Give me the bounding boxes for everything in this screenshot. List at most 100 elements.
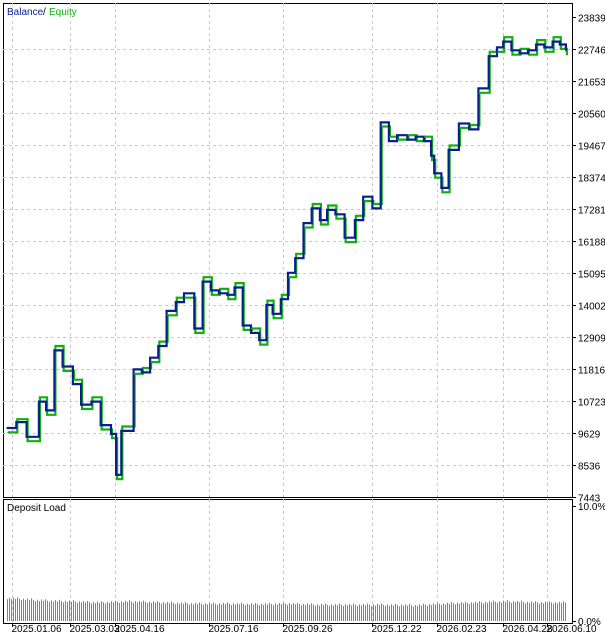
- deposit-load-bar: [243, 603, 244, 621]
- deposit-load-bar: [231, 605, 232, 621]
- equity-point: [355, 214, 357, 217]
- x-tick-label: 2025.09.26: [283, 624, 333, 634]
- deposit-load-bar: [89, 602, 90, 621]
- balance-point: [414, 135, 417, 138]
- deposit-load-bar: [437, 602, 438, 621]
- y-tick-label: 14002: [578, 302, 605, 313]
- deposit-load-bar: [379, 605, 380, 621]
- deposit-load-bar: [257, 604, 258, 621]
- deposit-load-bar: [215, 603, 216, 621]
- deposit-load-bar: [443, 603, 444, 621]
- deposit-load-bar: [351, 605, 352, 621]
- equity-point: [544, 51, 547, 53]
- equity-point: [389, 135, 391, 138]
- deposit-load-bar: [409, 604, 410, 621]
- deposit-load-bar: [441, 605, 442, 621]
- deposit-load-bar: [527, 601, 528, 621]
- equity-point: [407, 134, 410, 137]
- deposit-load-bar: [525, 603, 526, 621]
- deposit-load-bar: [113, 602, 114, 621]
- deposit-load-bar: [299, 604, 300, 621]
- deposit-load-bar: [245, 605, 246, 621]
- equity-point: [281, 293, 283, 296]
- deposit-load-bar: [465, 601, 466, 621]
- deposit-load-bar: [269, 602, 270, 621]
- deposit-load-bar: [533, 602, 534, 621]
- balance-point: [218, 292, 220, 295]
- deposit-load-bar: [455, 604, 456, 621]
- y-tick-label: 18374: [578, 174, 605, 185]
- equity-point: [227, 298, 230, 300]
- deposit-load-bar: [27, 598, 28, 621]
- deposit-load-bar: [431, 605, 432, 621]
- balance-point: [543, 46, 546, 49]
- deposit-load-bar: [123, 602, 124, 621]
- deposit-load-bar: [543, 603, 544, 621]
- deposit-load-bar: [557, 603, 558, 621]
- deposit-load-bar: [21, 600, 22, 621]
- deposit-load-bar: [449, 603, 450, 621]
- deposit-load-bar: [483, 603, 484, 621]
- balance-point: [120, 430, 123, 432]
- x-tick-label: 2025.03.03: [70, 624, 120, 634]
- deposit-load-bar: [197, 604, 198, 621]
- deposit-load-bar: [325, 603, 326, 621]
- deposit-load-bar: [389, 605, 390, 621]
- equity-point: [415, 140, 418, 142]
- deposit-load-bar: [55, 600, 56, 621]
- deposit-load-bar: [337, 605, 338, 621]
- deposit-load-bar: [421, 605, 422, 621]
- deposit-load-bar: [427, 605, 428, 621]
- equity-point: [73, 378, 75, 381]
- balance-point: [210, 289, 212, 292]
- equity-point: [121, 425, 124, 428]
- deposit-load-bar: [149, 601, 150, 621]
- equity-point: [552, 36, 555, 38]
- deposit-load-bar: [501, 602, 502, 621]
- deposit-load-bar: [97, 601, 98, 621]
- deposit-load-bar: [471, 602, 472, 621]
- deposit-load-bar: [415, 604, 416, 621]
- deposit-load-bar: [277, 604, 278, 621]
- deposit-load-bar: [163, 602, 164, 621]
- deposit-load-bar: [493, 600, 494, 621]
- deposit-load-bar: [17, 597, 18, 621]
- equity-point: [242, 329, 245, 331]
- deposit-load-title: Deposit Load: [7, 503, 66, 514]
- deposit-load-bar: [313, 604, 314, 621]
- deposit-load-bar: [303, 603, 304, 621]
- deposit-load-bar: [411, 605, 412, 621]
- balance-point: [183, 292, 185, 295]
- balance-point: [565, 49, 567, 52]
- deposit-load-bar: [459, 603, 460, 621]
- deposit-load-bar: [371, 606, 372, 621]
- deposit-load-bar: [365, 605, 366, 621]
- deposit-load-bar: [453, 603, 454, 621]
- equity-point: [448, 144, 451, 147]
- deposit-load-bar: [273, 605, 274, 621]
- deposit-load-bar: [373, 604, 374, 621]
- deposit-load-bar: [511, 602, 512, 621]
- balance-point: [310, 207, 313, 210]
- deposit-load-bar: [131, 601, 132, 621]
- deposit-load-bar: [503, 600, 504, 621]
- balance-point: [38, 400, 40, 403]
- deposit-load-bar: [203, 604, 204, 621]
- deposit-load-bar: [201, 603, 202, 621]
- y-tick-label: 17281: [578, 206, 605, 217]
- y-tick-label: 23839: [578, 14, 605, 25]
- deposit-load-bar: [429, 604, 430, 621]
- equity-point: [320, 223, 322, 226]
- deposit-load-bar: [69, 600, 70, 621]
- deposit-load-bar: [497, 602, 498, 621]
- deposit-load-bar: [255, 602, 256, 621]
- equity-point: [478, 91, 481, 94]
- deposit-load-bar: [335, 603, 336, 621]
- equity-point: [39, 396, 41, 399]
- deposit-load-bar: [565, 602, 566, 621]
- deposit-load-bar: [513, 601, 514, 621]
- deposit-load-bar: [11, 599, 12, 621]
- deposit-load-bar: [321, 603, 322, 621]
- deposit-load-bar: [31, 598, 32, 621]
